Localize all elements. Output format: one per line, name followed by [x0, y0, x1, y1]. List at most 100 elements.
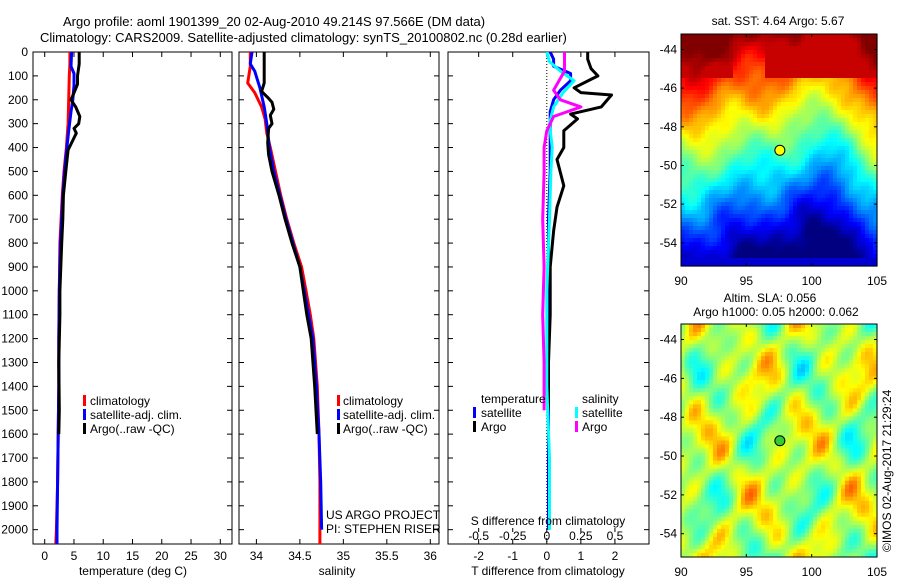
heatmap-cell — [861, 90, 866, 95]
heatmap-cell — [873, 178, 878, 183]
depth-tick-label: 1800 — [1, 475, 28, 489]
heatmap-cell — [741, 250, 746, 255]
heatmap-cell — [805, 106, 810, 111]
heatmap-cell — [857, 186, 862, 191]
heatmap-cell — [749, 468, 754, 474]
heatmap-cell — [853, 384, 858, 389]
heatmap-cell — [849, 34, 854, 39]
heatmap-cell — [745, 424, 750, 429]
heatmap-cell — [681, 428, 686, 433]
heatmap-cell — [745, 162, 750, 167]
sst-map-frame — [680, 33, 878, 267]
heatmap-cell — [745, 126, 750, 131]
heatmap-cell — [817, 262, 822, 267]
heatmap-cell — [841, 448, 846, 454]
heatmap-cell — [817, 130, 822, 135]
heatmap-cell — [801, 50, 806, 55]
heatmap-cell — [717, 178, 722, 183]
heatmap-cell — [737, 150, 742, 155]
heatmap-cell — [829, 332, 834, 337]
heatmap-cell — [745, 194, 750, 199]
heatmap-cell — [689, 118, 694, 123]
heatmap-cell — [797, 102, 802, 107]
heatmap-cell — [725, 78, 730, 83]
heatmap-cell — [737, 324, 742, 329]
heatmap-cell — [853, 206, 858, 211]
heatmap-cell — [701, 122, 706, 127]
difference-lines — [541, 52, 613, 530]
heatmap-cell — [797, 332, 802, 337]
heatmap-cell — [757, 392, 762, 397]
heatmap-cell — [833, 158, 838, 163]
heatmap-cell — [773, 194, 778, 199]
heatmap-cell — [785, 190, 790, 195]
heatmap-cell — [809, 218, 814, 223]
heatmap-cell — [741, 436, 746, 442]
heatmap-cell — [845, 404, 850, 409]
heatmap-cell — [705, 154, 710, 159]
heatmap-cell — [689, 404, 694, 409]
heatmap-cell — [729, 262, 734, 267]
heatmap-cell — [797, 324, 802, 329]
heatmap-cell — [729, 230, 734, 235]
heatmap-cell — [725, 464, 730, 470]
heatmap-cell — [801, 464, 806, 470]
heatmap-cell — [721, 448, 726, 454]
heatmap-cell — [693, 262, 698, 267]
heatmap-cell — [709, 388, 714, 393]
heatmap-cell — [777, 444, 782, 450]
heatmap-cell — [857, 98, 862, 103]
heatmap-cell — [769, 238, 774, 243]
heatmap-cell — [849, 368, 854, 373]
heatmap-cell — [705, 126, 710, 131]
heatmap-cell — [789, 368, 794, 373]
heatmap-cell — [765, 262, 770, 267]
heatmap-cell — [873, 118, 878, 123]
heatmap-cell — [825, 50, 830, 55]
heatmap-cell — [713, 70, 718, 75]
heatmap-cell — [777, 154, 782, 159]
heatmap-cell — [809, 170, 814, 175]
heatmap-cell — [849, 416, 854, 421]
heatmap-cell — [733, 122, 738, 127]
heatmap-cell — [873, 190, 878, 195]
heatmap-cell — [773, 340, 778, 345]
heatmap-cell — [793, 102, 798, 107]
heatmap-cell — [809, 110, 814, 115]
heatmap-cell — [857, 210, 862, 215]
heatmap-cell — [773, 246, 778, 251]
heatmap-cell — [869, 38, 874, 43]
heatmap-cell — [829, 146, 834, 151]
heatmap-cell — [853, 456, 858, 462]
heatmap-cell — [721, 198, 726, 203]
heatmap-cell — [733, 448, 738, 454]
heatmap-cell — [789, 102, 794, 107]
heatmap-cell — [853, 118, 858, 123]
heatmap-cell — [693, 158, 698, 163]
heatmap-cell — [717, 130, 722, 135]
heatmap-cell — [733, 162, 738, 167]
heatmap-cell — [797, 214, 802, 219]
heatmap-cell — [717, 408, 722, 413]
heatmap-cell — [821, 150, 826, 155]
legend-swatch-climatology — [337, 395, 340, 406]
heatmap-cell — [757, 452, 762, 458]
heatmap-cell — [809, 412, 814, 417]
heatmap-cell — [713, 348, 718, 353]
heatmap-cell — [689, 42, 694, 47]
heatmap-cell — [821, 54, 826, 59]
heatmap-cell — [781, 384, 786, 389]
heatmap-cell — [713, 380, 718, 385]
heatmap-cell — [717, 46, 722, 51]
heatmap-cell — [685, 154, 690, 159]
heatmap-cell — [821, 122, 826, 127]
heatmap-cell — [857, 94, 862, 99]
t-difference-axis: -2 -1 0 1 2 — [473, 52, 619, 563]
heatmap-cell — [725, 38, 730, 43]
heatmap-cell — [797, 170, 802, 175]
x-tick-label: 25 — [184, 549, 198, 563]
depth-tick-label: 400 — [8, 141, 28, 155]
heatmap-cell — [817, 392, 822, 397]
heatmap-cell — [865, 340, 870, 345]
heatmap-cell — [777, 106, 782, 111]
